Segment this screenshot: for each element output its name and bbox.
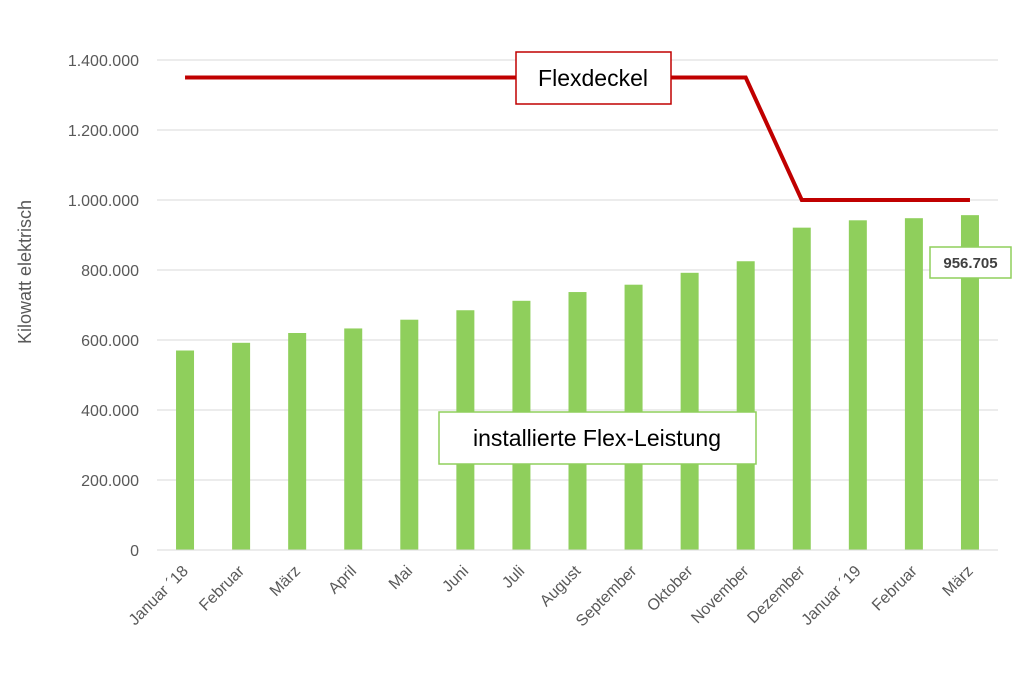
x-tick-label: August	[537, 562, 585, 610]
y-tick-label: 0	[130, 543, 139, 560]
x-axis-ticks: Januar ´18 Februar März April Mai Juni Juli Aug…	[126, 562, 977, 630]
bar	[288, 333, 307, 550]
x-tick-label: April	[325, 563, 360, 598]
flexdeckel-label-box: Flexdeckel	[515, 51, 672, 105]
bar	[848, 220, 867, 551]
y-tick-label: 1.400.000	[68, 53, 139, 70]
y-tick-label: 800.000	[81, 263, 139, 280]
flex-leistung-label: installierte Flex-Leistung	[473, 425, 721, 451]
bar	[904, 218, 923, 550]
x-tick-label: Oktober	[644, 562, 697, 615]
flex-leistung-label-box: installierte Flex-Leistung	[438, 411, 757, 465]
bar	[232, 342, 251, 550]
x-tick-label: Februar	[196, 562, 248, 614]
x-tick-label: März	[940, 563, 977, 600]
value-callout-label: 956.705	[943, 255, 997, 272]
bar	[344, 328, 363, 550]
x-tick-label: Januar ´19	[799, 563, 865, 629]
y-tick-label: 200.000	[81, 473, 139, 490]
x-tick-label: Juli	[499, 563, 528, 592]
x-tick-label: Juni	[439, 563, 472, 596]
bar	[792, 227, 811, 550]
bar-series	[176, 215, 979, 551]
x-tick-label: November	[688, 562, 753, 627]
y-tick-label: 600.000	[81, 333, 139, 350]
y-axis-ticks: 0 200.000 400.000 600.000 800.000 1.000.000 1.…	[68, 53, 139, 560]
flexdeckel-label: Flexdeckel	[538, 65, 648, 91]
x-tick-label: März	[267, 563, 304, 600]
x-tick-label: Januar ´18	[126, 563, 192, 629]
x-tick-label: September	[573, 562, 641, 630]
y-tick-label: 400.000	[81, 403, 139, 420]
y-axis-label: Kilowatt elektrisch	[15, 200, 35, 344]
y-tick-label: 1.000.000	[68, 193, 139, 210]
x-tick-label: Februar	[869, 562, 921, 614]
bar	[176, 350, 195, 550]
bar	[400, 319, 419, 550]
bar	[736, 261, 755, 550]
bar	[960, 215, 979, 550]
value-callout: 956.705	[929, 246, 1012, 279]
x-tick-label: Mai	[386, 563, 416, 593]
y-tick-label: 1.200.000	[68, 123, 139, 140]
